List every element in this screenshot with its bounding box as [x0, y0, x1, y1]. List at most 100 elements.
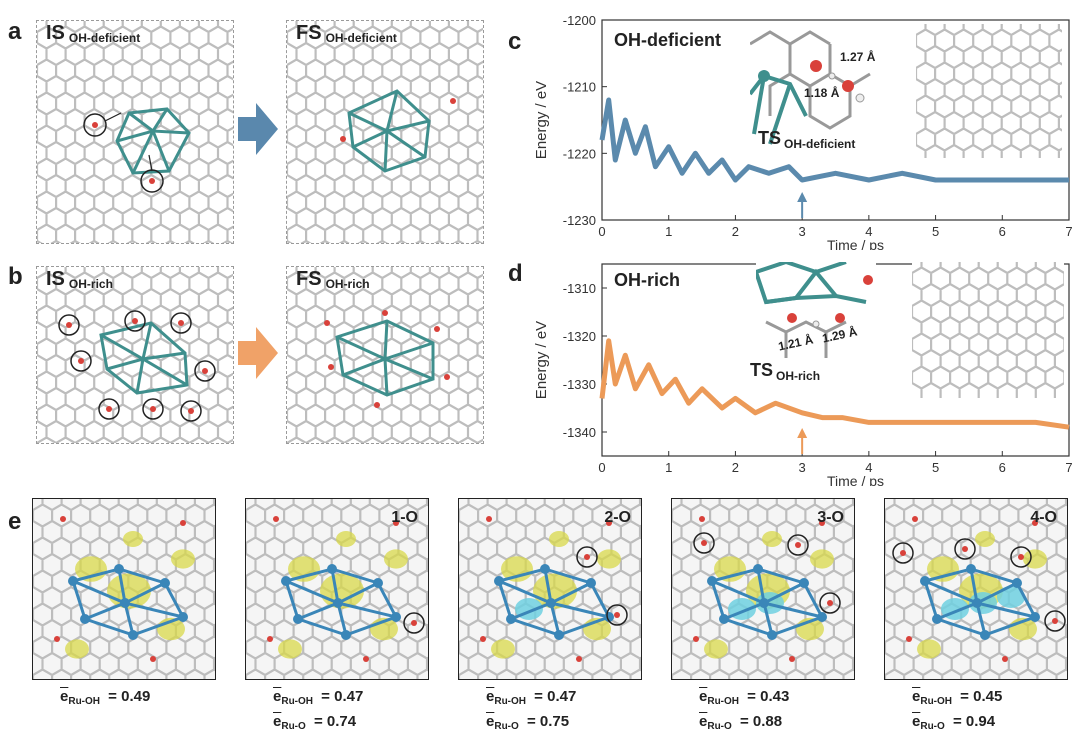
y-tick-label: -1230: [563, 213, 596, 228]
is-label: IS OH-deficient: [46, 22, 141, 45]
o-site-circle: [576, 546, 598, 568]
x-tick-label: 0: [598, 460, 605, 475]
ts-inset-oh-rich: [756, 262, 876, 362]
oxygen-count-label: 1-O: [391, 509, 418, 526]
x-tick-label: 5: [932, 460, 939, 475]
o-site-circle: [892, 542, 914, 564]
plot-frame: [601, 19, 1070, 221]
o-site-circle: [403, 612, 425, 634]
y-tick-label: -1320: [563, 329, 596, 344]
ts-inset-oh-deficient: [750, 24, 880, 158]
x-tick-label: 7: [1065, 224, 1072, 239]
charge-density-panel: 2-O: [458, 498, 642, 680]
x-tick-label: 2: [732, 224, 739, 239]
ts-structure-image: [750, 30, 871, 145]
ru-cluster: [58, 310, 216, 422]
ts-marker-arrowhead: [797, 428, 808, 438]
oh-circle: [83, 113, 107, 137]
x-tick-label: 1: [665, 224, 672, 239]
x-axis-title: Time / ps: [827, 237, 884, 250]
x-tick-label: 2: [732, 460, 739, 475]
y-tick-label: -1330: [563, 377, 596, 392]
is-oh-rich-structure: [36, 266, 234, 444]
energy-series-line: [599, 338, 1070, 430]
plot-title: OH-deficient: [614, 30, 722, 50]
ts-label: TS OH-rich: [750, 360, 821, 383]
charge-density-panel: 1-O: [245, 498, 429, 680]
ru-cluster: [324, 310, 450, 408]
graphene-lattice: [287, 21, 483, 243]
ru-cluster: [83, 107, 191, 193]
x-tick-label: 6: [999, 224, 1006, 239]
ru-cluster: [340, 89, 456, 173]
ru-o-charge-value: eRu-O = 0.75: [486, 713, 570, 732]
graphene-lattice: [287, 267, 483, 443]
panel-letter-a: a: [8, 18, 22, 45]
graphene-lattice: [916, 24, 1062, 158]
x-tick-label: 7: [1065, 460, 1072, 475]
bond-length-label: 1.18 Å: [804, 86, 840, 100]
x-tick-label: 3: [799, 224, 806, 239]
panel-letter-d: d: [508, 260, 523, 287]
is-label: IS OH-rich: [46, 268, 113, 291]
x-tick-label: 3: [799, 460, 806, 475]
is-oh-deficient-structure: [36, 20, 234, 244]
x-tick-label: 1: [665, 460, 672, 475]
panel-letter-b: b: [8, 263, 23, 290]
charge-density-panel: 3-O: [671, 498, 855, 680]
charge-density-overlay: [267, 516, 425, 662]
charge-density-overlay: [693, 516, 841, 662]
top-view-inset-oh-rich: [912, 262, 1064, 398]
panel-letter-c: c: [508, 28, 522, 55]
plot-title: OH-rich: [614, 270, 681, 290]
right-arrow-icon: [238, 327, 278, 379]
right-arrow-icon: [238, 103, 278, 155]
charge-density-overlay: [480, 516, 628, 662]
charge-density-panel: 4-O: [884, 498, 1068, 680]
y-tick-label: -1310: [563, 281, 596, 296]
ts-label: TS OH-deficient: [758, 128, 856, 151]
x-tick-label: 5: [932, 224, 939, 239]
energy-chart-oh-rich: 0 1 2 3 4 5 6 7 -1340 -1330 -1320 -1310 Time / ps Ene…: [533, 263, 1073, 486]
oxygen-count-label: 2-O: [604, 509, 631, 526]
graphene-lattice: [912, 262, 1064, 398]
y-axis-title: Energy / eV: [533, 81, 550, 159]
ru-oh-charge-value: eRu-OH = 0.43: [699, 688, 790, 707]
x-axis-title: Time / ps: [827, 473, 884, 486]
x-tick-label: 0: [598, 224, 605, 239]
charge-density-panel: [32, 498, 216, 680]
y-tick-label: -1340: [563, 425, 596, 440]
ru-o-charge-value: eRu-O = 0.88: [699, 713, 783, 732]
o-site-circle: [787, 534, 809, 556]
ru-oh-charge-value: eRu-OH = 0.45: [912, 688, 1003, 707]
fs-label: FS OH-rich: [296, 268, 370, 291]
y-axis-title: Energy / eV: [533, 321, 550, 399]
ts-structure-image: [756, 262, 873, 358]
o-site-circle: [1010, 546, 1032, 568]
panel-letter-e: e: [8, 508, 22, 535]
oxygen-count-label: 3-O: [817, 509, 844, 526]
bond-length-label: 1.27 Å: [840, 50, 876, 64]
ru-oh-charge-value: eRu-OH = 0.49: [60, 688, 151, 707]
ru-o-charge-value: eRu-O = 0.74: [273, 713, 357, 732]
ts-marker-arrowhead: [797, 192, 808, 202]
energy-series-line: [599, 97, 1069, 183]
ru-oh-charge-value: eRu-OH = 0.47: [273, 688, 364, 707]
oxygen-count-label: 4-O: [1030, 509, 1057, 526]
o-site-circle: [693, 532, 715, 554]
ru-oh-charge-value: eRu-OH = 0.47: [486, 688, 577, 707]
top-view-inset-oh-deficient: [916, 24, 1062, 158]
y-tick-label: -1200: [563, 13, 596, 28]
o-site-circle: [954, 538, 976, 560]
charge-density-overlay: [892, 516, 1066, 662]
fs-label: FS OH-deficient: [296, 22, 397, 45]
x-tick-label: 6: [999, 460, 1006, 475]
o-site-circle: [1044, 610, 1066, 632]
graphene-lattice: [37, 21, 233, 243]
o-site-circle: [819, 592, 841, 614]
ru-o-charge-value: eRu-O = 0.94: [912, 713, 996, 732]
charge-density-overlay: [54, 516, 195, 662]
fs-oh-rich-structure: [286, 266, 484, 444]
fs-oh-deficient-structure: [286, 20, 484, 244]
x-tick-label: 4: [865, 224, 872, 239]
